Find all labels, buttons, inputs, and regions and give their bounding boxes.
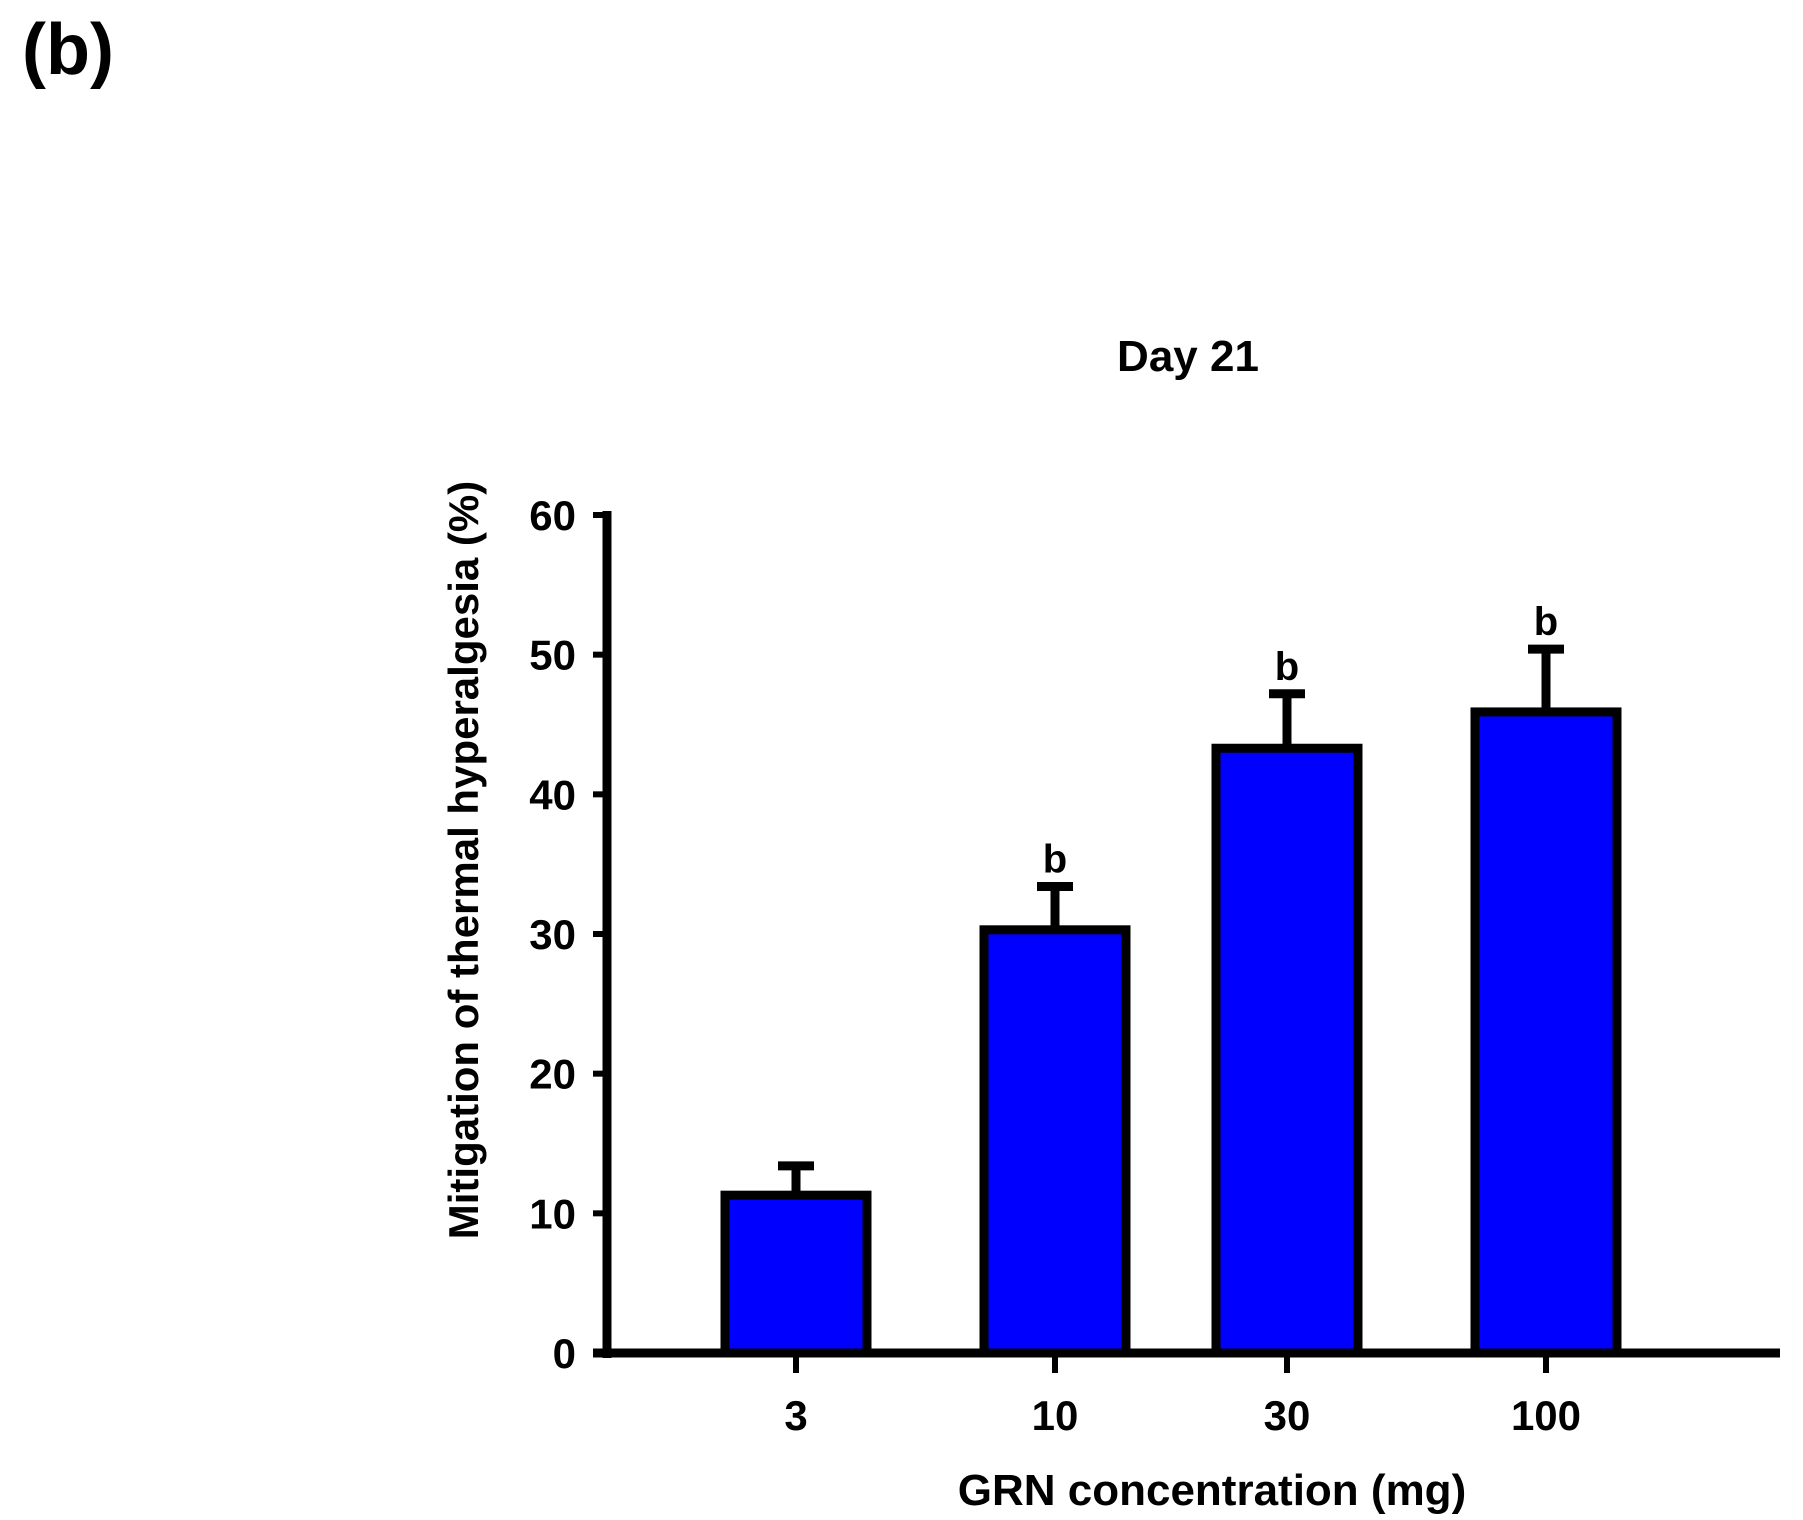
x-tick-label-100: 100 xyxy=(1511,1392,1581,1439)
y-tick-label-40: 40 xyxy=(529,771,576,818)
bars-layer: b b b xyxy=(720,600,1622,1358)
panel-label: (b) xyxy=(22,10,114,90)
significance-label-10: b xyxy=(1043,838,1067,882)
x-tick-label-10: 10 xyxy=(1032,1392,1079,1439)
bar-100 xyxy=(1470,707,1622,1358)
y-tick-label-20: 20 xyxy=(529,1051,576,1098)
bar-30 xyxy=(1211,743,1363,1358)
y-tick-label-0: 0 xyxy=(553,1330,576,1377)
y-tick-label-60: 60 xyxy=(529,492,576,539)
chart-title: Day 21 xyxy=(1117,332,1259,381)
significance-label-30: b xyxy=(1275,645,1299,689)
x-axis-label: GRN concentration (mg) xyxy=(958,1466,1466,1515)
x-tick-label-30: 30 xyxy=(1264,1392,1311,1439)
y-axis-label: Mitigation of thermal hyperalgesia (%) xyxy=(440,481,487,1239)
significance-label-100: b xyxy=(1534,600,1558,644)
bar-3 xyxy=(720,1190,872,1358)
y-tick-label-30: 30 xyxy=(529,911,576,958)
axes-layer: 3 10 30 100 0 10 20 30 40 50 60 xyxy=(529,492,1780,1439)
x-tick-label-3: 3 xyxy=(784,1392,807,1439)
y-tick-label-10: 10 xyxy=(529,1190,576,1237)
y-tick-label-50: 50 xyxy=(529,632,576,679)
bar-10 xyxy=(979,925,1131,1358)
